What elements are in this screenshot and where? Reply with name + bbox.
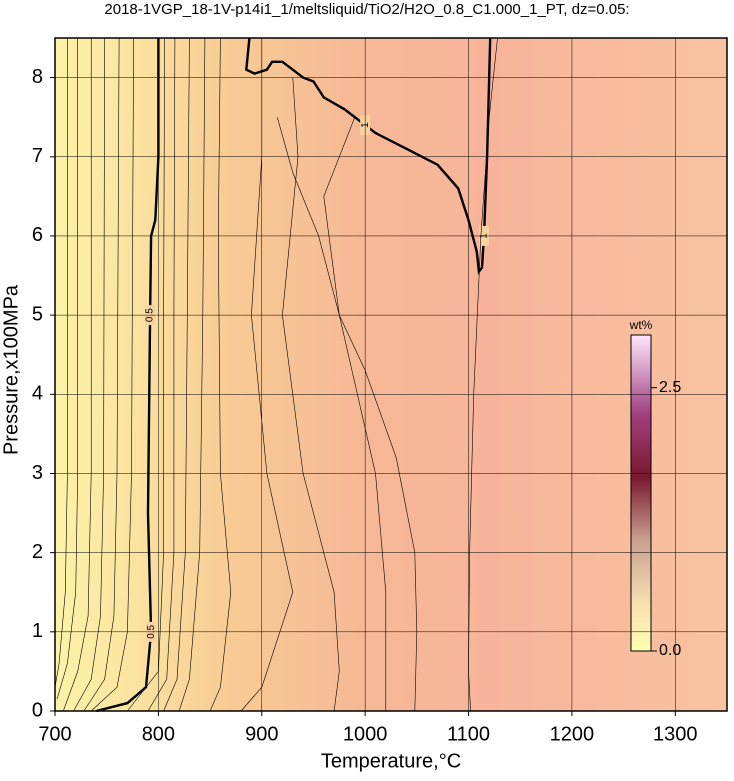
colorbar-tick-label: 2.5 <box>659 379 681 396</box>
x-tick-label: 1200 <box>550 723 595 745</box>
background-field <box>55 38 727 711</box>
x-tick-label: 1300 <box>653 723 698 745</box>
y-tick-label: 4 <box>32 383 43 405</box>
y-tick-label: 7 <box>32 145 43 167</box>
plot-frame <box>54 37 728 712</box>
contour-line <box>56 38 78 700</box>
chart-title: 2018-1VGP_18-1V-p14i1_1/meltsliquid/TiO2… <box>104 1 629 18</box>
x-tick-label: 1000 <box>343 723 388 745</box>
y-tick-label: 2 <box>32 541 43 563</box>
contour-line <box>54 38 68 688</box>
y-tick-label: 0 <box>32 699 43 721</box>
contour-line <box>63 38 92 712</box>
contour-line <box>96 38 160 713</box>
contour-line <box>209 37 232 712</box>
y-tick-label: 6 <box>32 224 43 246</box>
colorbar-label: wt% <box>629 318 653 332</box>
x-tick-label: 800 <box>142 723 175 745</box>
y-tick-label: 1 <box>32 620 43 642</box>
colorbar-tick-label: 0.0 <box>659 642 681 659</box>
y-tick-label: 3 <box>32 462 43 484</box>
contour-line <box>83 37 120 712</box>
x-tick-label: 700 <box>38 723 71 745</box>
colorbar <box>630 334 652 652</box>
y-tick-label: 8 <box>32 66 43 88</box>
x-tick-label: 1100 <box>447 723 490 745</box>
x-axis-label: Temperature,°C <box>321 750 461 772</box>
y-axis-label: Pressure,x100MPa <box>0 284 22 455</box>
contour-line <box>73 37 105 712</box>
x-tick-label: 900 <box>245 723 278 745</box>
y-tick-label: 5 <box>32 303 43 325</box>
